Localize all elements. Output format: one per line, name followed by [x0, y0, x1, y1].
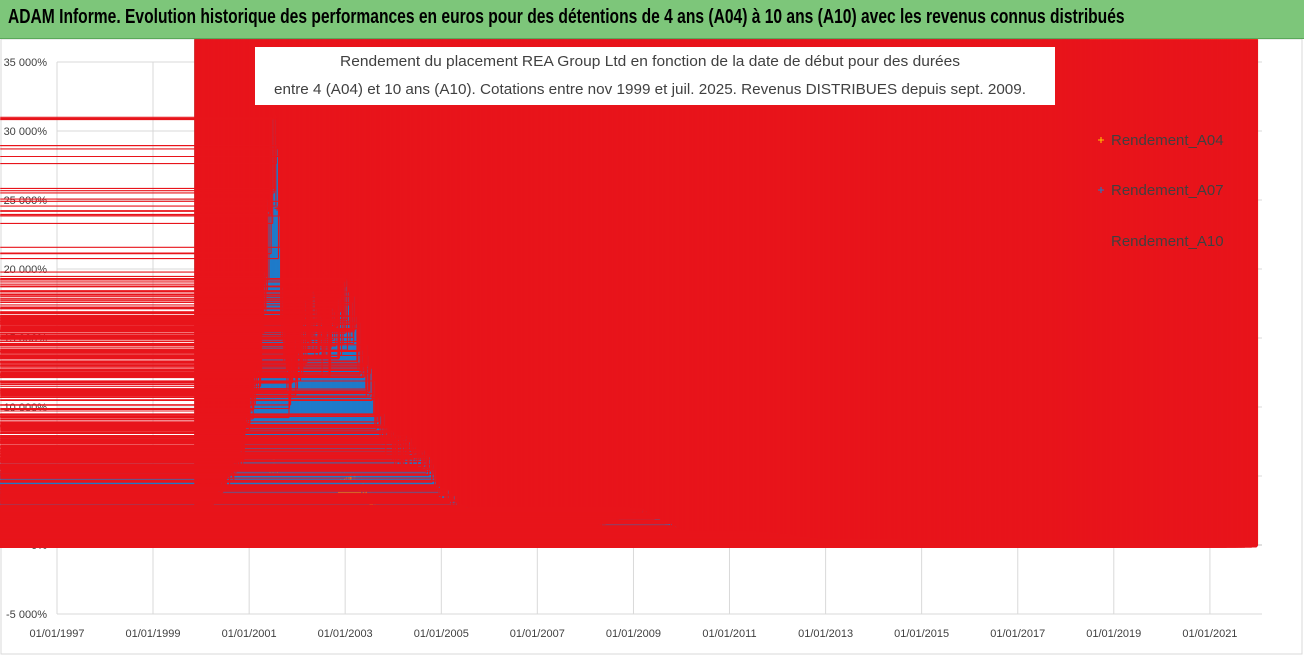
x-tick-label: 01/01/2015: [894, 628, 949, 640]
y-tick-label: -5 000%: [6, 609, 47, 621]
report-banner-title: ADAM Informe. Evolution historique des p…: [8, 6, 1125, 28]
x-tick-label: 01/01/2001: [222, 628, 277, 640]
x-tick-label: 01/01/2011: [702, 628, 756, 640]
chart-area: -5 000% 0% 5 000% 10 000% 15 000% 20 000% 25 0…: [0, 39, 1304, 655]
y-tick-label: 20 000%: [4, 264, 48, 276]
x-tick-label: 01/01/1999: [125, 628, 180, 640]
scatter-chart: -5 000%0%5 000%10 000%15 000%20 000%25 0…: [0, 39, 1303, 655]
x-tick-label: 01/01/2017: [990, 628, 1045, 640]
data-points: [0, 39, 1259, 548]
x-axis-ticks: 01/01/1997 01/01/1999 01/01/2001 01/01/2003…: [29, 628, 1237, 640]
x-tick-label: 01/01/2021: [1182, 628, 1237, 640]
x-tick-label: 01/01/2019: [1086, 628, 1141, 640]
x-tick-label: 01/01/2007: [510, 628, 565, 640]
y-tick-label: 30 000%: [4, 126, 48, 138]
y-tick-label: 35 000%: [4, 57, 48, 69]
x-tick-label: 01/01/2013: [798, 628, 853, 640]
x-tick-label: 01/01/2005: [414, 628, 469, 640]
x-tick-label: 01/01/2009: [606, 628, 661, 640]
x-tick-label: 01/01/1997: [29, 628, 84, 640]
report-banner: ADAM Informe. Evolution historique des p…: [0, 0, 1304, 39]
x-tick-label: 01/01/2003: [318, 628, 373, 640]
